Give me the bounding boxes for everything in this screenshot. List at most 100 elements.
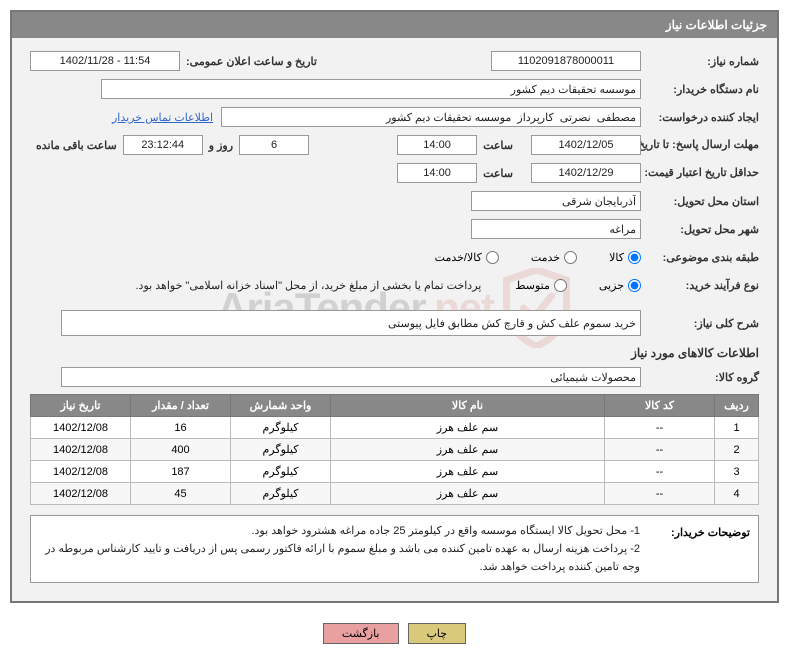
need-number-field[interactable] (491, 51, 641, 71)
city-field[interactable] (471, 219, 641, 239)
label-goods-group: گروه کالا: (641, 371, 759, 384)
label-hour-2: ساعت (477, 167, 513, 180)
details-panel: جزئیات اطلاعات نیاز AriaTender.net شماره… (10, 10, 779, 603)
button-row: چاپ بازگشت (0, 613, 789, 648)
label-buyer-org: نام دستگاه خریدار: (641, 83, 759, 96)
radio-goods-label[interactable]: کالا (609, 251, 641, 264)
row-province: استان محل تحویل: (30, 190, 759, 212)
cell-unit: کیلوگرم (231, 461, 331, 483)
radio-medium[interactable] (554, 279, 567, 292)
label-description: شرح کلی نیاز: (641, 317, 759, 330)
radio-medium-label[interactable]: متوسط (515, 279, 567, 292)
deadline-date-field[interactable] (531, 135, 641, 155)
row-goods-group: گروه کالا: (30, 366, 759, 388)
cell-unit: کیلوگرم (231, 417, 331, 439)
notes-line-1: 1- محل تحویل کالا ایستگاه موسسه واقع در … (39, 522, 640, 540)
cell-code: -- (605, 439, 715, 461)
radio-service-label[interactable]: خدمت (531, 251, 577, 264)
row-description: شرح کلی نیاز: (30, 310, 759, 336)
cell-qty: 187 (131, 461, 231, 483)
th-code: کد کالا (605, 395, 715, 417)
cell-qty: 16 (131, 417, 231, 439)
table-row: 2--سم علف هرزکیلوگرم4001402/12/08 (31, 439, 759, 461)
cell-date: 1402/12/08 (31, 439, 131, 461)
th-name: نام کالا (331, 395, 605, 417)
validity-time-field[interactable] (397, 163, 477, 183)
label-announce-dt: تاریخ و ساعت اعلان عمومی: (180, 55, 317, 68)
label-hour-1: ساعت (477, 139, 513, 152)
cell-date: 1402/12/08 (31, 417, 131, 439)
table-header-row: ردیف کد کالا نام کالا واحد شمارش تعداد /… (31, 395, 759, 417)
cell-row: 4 (715, 483, 759, 505)
row-city: شهر محل تحویل: (30, 218, 759, 240)
table-row: 1--سم علف هرزکیلوگرم161402/12/08 (31, 417, 759, 439)
buyer-org-field[interactable] (101, 79, 641, 99)
cell-name: سم علف هرز (331, 417, 605, 439)
row-requester: ایجاد کننده درخواست: اطلاعات تماس خریدار (30, 106, 759, 128)
radio-service[interactable] (564, 251, 577, 264)
cell-row: 1 (715, 417, 759, 439)
notes-line-2: 2- پرداخت هزینه ارسال به عهده تامین کنند… (39, 540, 640, 576)
radio-both-label[interactable]: کالا/خدمت (435, 251, 499, 264)
label-category: طبقه بندی موضوعی: (641, 251, 759, 264)
back-button[interactable]: بازگشت (323, 623, 399, 644)
description-field[interactable] (61, 310, 641, 336)
validity-date-field[interactable] (531, 163, 641, 183)
category-radio-group: کالا خدمت کالا/خدمت (407, 251, 641, 264)
goods-group-field[interactable] (61, 367, 641, 387)
row-validity: حداقل تاریخ اعتبار قیمت: تا تاریخ: ساعت (30, 162, 759, 184)
label-remaining: ساعت باقی مانده (30, 139, 123, 152)
label-city: شهر محل تحویل: (641, 223, 759, 236)
label-days-and: روز و (203, 139, 239, 152)
th-row: ردیف (715, 395, 759, 417)
row-need-number: شماره نیاز: تاریخ و ساعت اعلان عمومی: (30, 50, 759, 72)
cell-unit: کیلوگرم (231, 439, 331, 461)
cell-row: 3 (715, 461, 759, 483)
th-unit: واحد شمارش (231, 395, 331, 417)
radio-partial[interactable] (628, 279, 641, 292)
label-need-no: شماره نیاز: (641, 55, 759, 68)
th-date: تاریخ نیاز (31, 395, 131, 417)
deadline-time-field[interactable] (397, 135, 477, 155)
table-row: 4--سم علف هرزکیلوگرم451402/12/08 (31, 483, 759, 505)
row-process: نوع فرآیند خرید: جزیی متوسط پرداخت تمام … (30, 274, 759, 296)
announce-datetime-field[interactable] (30, 51, 180, 71)
buyer-notes-text: 1- محل تحویل کالا ایستگاه موسسه واقع در … (39, 522, 640, 576)
label-requester: ایجاد کننده درخواست: (641, 111, 759, 124)
panel-title: جزئیات اطلاعات نیاز (12, 12, 777, 38)
cell-name: سم علف هرز (331, 483, 605, 505)
th-qty: تعداد / مقدار (131, 395, 231, 417)
row-deadline: مهلت ارسال پاسخ: تا تاریخ: ساعت روز و سا… (30, 134, 759, 156)
cell-code: -- (605, 461, 715, 483)
cell-name: سم علف هرز (331, 461, 605, 483)
radio-both[interactable] (486, 251, 499, 264)
radio-partial-label[interactable]: جزیی (599, 279, 641, 292)
process-radio-group: جزیی متوسط (487, 279, 641, 292)
cell-code: -- (605, 417, 715, 439)
cell-date: 1402/12/08 (31, 461, 131, 483)
requester-field[interactable] (221, 107, 641, 127)
process-note: پرداخت تمام یا بخشی از مبلغ خرید، از محل… (136, 279, 482, 292)
buyer-contact-link[interactable]: اطلاعات تماس خریدار (112, 111, 213, 124)
label-process: نوع فرآیند خرید: (641, 279, 759, 292)
label-deadline: مهلت ارسال پاسخ: تا تاریخ: (641, 139, 759, 151)
row-buyer-org: نام دستگاه خریدار: (30, 78, 759, 100)
row-category: طبقه بندی موضوعی: کالا خدمت کالا/خدمت (30, 246, 759, 268)
radio-goods[interactable] (628, 251, 641, 264)
cell-qty: 400 (131, 439, 231, 461)
remaining-days-field[interactable] (239, 135, 309, 155)
cell-row: 2 (715, 439, 759, 461)
items-section-title: اطلاعات کالاهای مورد نیاز (30, 346, 759, 360)
buyer-notes-box: توضیحات خریدار: 1- محل تحویل کالا ایستگا… (30, 515, 759, 583)
table-row: 3--سم علف هرزکیلوگرم1871402/12/08 (31, 461, 759, 483)
label-province: استان محل تحویل: (641, 195, 759, 208)
province-field[interactable] (471, 191, 641, 211)
label-buyer-notes: توضیحات خریدار: (640, 522, 750, 539)
cell-qty: 45 (131, 483, 231, 505)
items-table: ردیف کد کالا نام کالا واحد شمارش تعداد /… (30, 394, 759, 505)
label-validity: حداقل تاریخ اعتبار قیمت: تا تاریخ: (641, 167, 759, 179)
cell-unit: کیلوگرم (231, 483, 331, 505)
print-button[interactable]: چاپ (408, 623, 467, 644)
cell-date: 1402/12/08 (31, 483, 131, 505)
remaining-time-field[interactable] (123, 135, 203, 155)
